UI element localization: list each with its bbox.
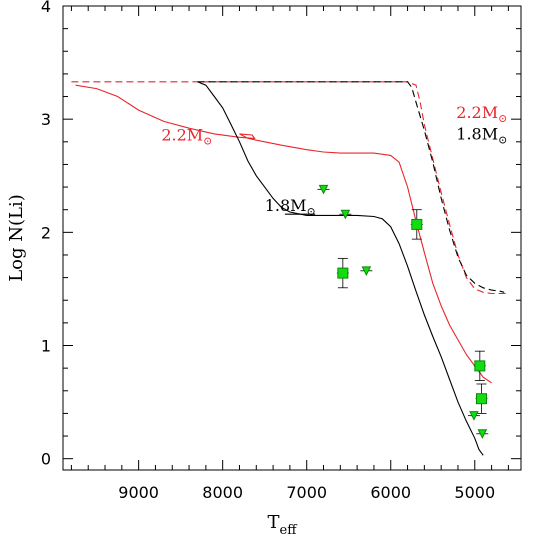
observation-point (360, 266, 373, 276)
y-tick-label: 2 (41, 223, 51, 242)
y-tick-label: 4 (41, 0, 51, 16)
x-axis-title: Teff (268, 512, 299, 538)
x-axis-title-main: T (268, 512, 280, 533)
observation-point (339, 209, 352, 220)
observation-point (475, 383, 488, 414)
y-tick-label: 3 (41, 110, 51, 129)
model-curve-2-2m-dashed (71, 81, 509, 295)
sun-symbol: ⊙ (203, 135, 212, 148)
square-marker (411, 218, 423, 230)
observation-point (467, 411, 480, 421)
observation-point (336, 257, 349, 289)
square-marker (476, 393, 488, 405)
mass-label-text: 2.2M (161, 126, 203, 145)
mass-label-text: 1.8M (265, 196, 307, 215)
x-tick-label: 9000 (118, 483, 159, 502)
square-marker (337, 267, 349, 279)
upper-limit-marker (469, 411, 479, 421)
sun-symbol: ⊙ (307, 205, 316, 218)
x-axis-title-sub: eff (280, 523, 299, 538)
sun-symbol: ⊙ (498, 134, 507, 147)
upper-limit-marker (477, 429, 488, 439)
x-tick-label: 6000 (370, 483, 411, 502)
mass-label-text: 1.8M (456, 125, 498, 144)
model-curve-1-8m (197, 81, 484, 456)
mass-label: 1.8M⊙ (265, 196, 316, 218)
observation-point (476, 429, 489, 439)
x-tick-label: 5000 (454, 483, 495, 502)
axis-ticks: 9000 8000 7000 6000 5000 0 1 2 3 4 (41, 0, 521, 502)
observation-point (317, 184, 330, 195)
model-curve-2-2m (75, 84, 492, 384)
annotations: 2.2M⊙2.2M⊙1.8M⊙1.8M⊙ (161, 103, 507, 218)
mass-label-text: 2.2M (456, 103, 498, 122)
model-curves (71, 81, 509, 456)
mass-label: 2.2M⊙ (456, 103, 507, 125)
sun-symbol: ⊙ (498, 112, 507, 125)
mass-label: 2.2M⊙ (161, 126, 212, 148)
upper-limit-marker (361, 266, 372, 276)
y-tick-label: 1 (41, 337, 51, 356)
observations (317, 184, 489, 439)
observation-point (473, 350, 486, 381)
upper-limit-marker (340, 209, 351, 220)
upper-limit-marker (318, 184, 329, 195)
y-axis-title: Log N(Li) (6, 194, 27, 282)
x-tick-label: 7000 (286, 483, 327, 502)
model-curve-1-8m-dashed (197, 81, 505, 293)
plot-frame (62, 5, 522, 471)
observation-point (410, 209, 423, 240)
x-tick-label: 8000 (202, 483, 243, 502)
mass-label: 1.8M⊙ (456, 125, 507, 147)
y-tick-label: 0 (41, 450, 51, 469)
square-marker (474, 360, 486, 372)
